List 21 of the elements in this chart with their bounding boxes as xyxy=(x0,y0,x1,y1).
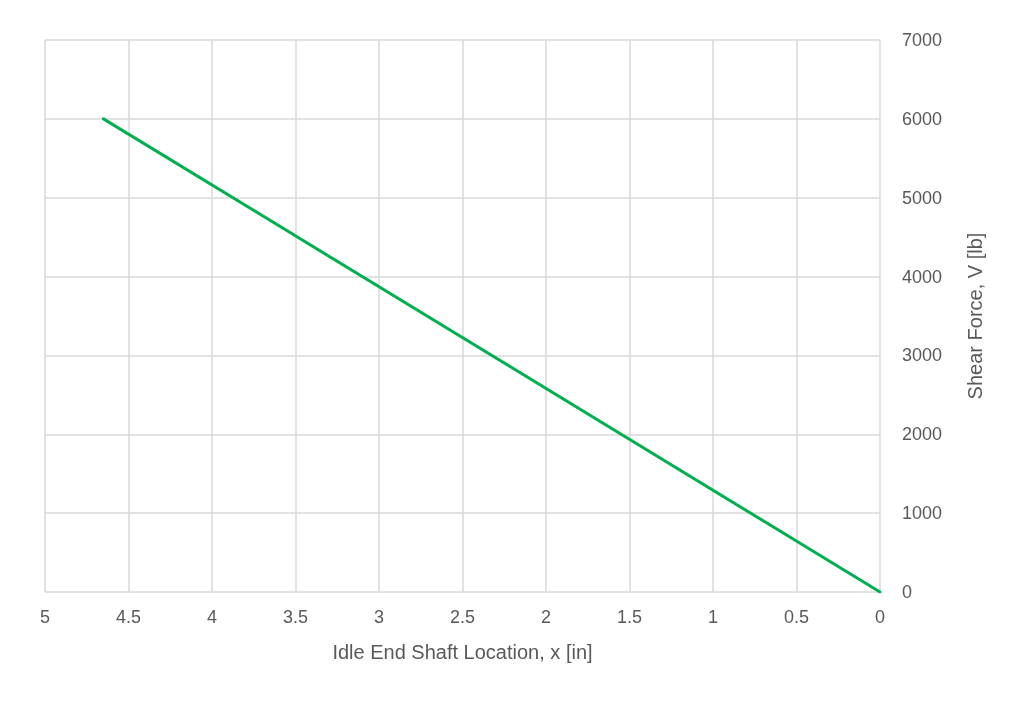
y-tick-label: 0 xyxy=(902,582,913,602)
x-tick-label: 0 xyxy=(874,607,886,627)
x-tick-label: 3.5 xyxy=(282,607,309,627)
x-tick-label: 4.5 xyxy=(115,607,142,627)
x-tick-label: 1.5 xyxy=(616,607,643,627)
x-tick-label: 0.5 xyxy=(783,607,810,627)
x-tick-label: 3 xyxy=(373,607,385,627)
x-tick-label: 2 xyxy=(540,607,552,627)
x-tick-label: 1 xyxy=(707,607,719,627)
y-tick-label: 2000 xyxy=(902,424,943,445)
y-tick-label: 4000 xyxy=(902,266,943,287)
y-tick-label: 3000 xyxy=(902,345,943,366)
x-tick-label: 4 xyxy=(206,607,218,627)
y-tick-label: 5000 xyxy=(902,187,943,208)
x-axis-title: Idle End Shaft Location, x [in] xyxy=(332,641,593,663)
y-tick-label: 1000 xyxy=(902,503,943,524)
y-axis-title: Shear Force, V [lb] xyxy=(964,232,986,400)
x-tick-label: 2.5 xyxy=(449,607,476,627)
y-tick-label: 7000 xyxy=(902,30,943,50)
y-tick-label: 6000 xyxy=(902,108,943,129)
x-tick-label: 5 xyxy=(39,607,51,627)
